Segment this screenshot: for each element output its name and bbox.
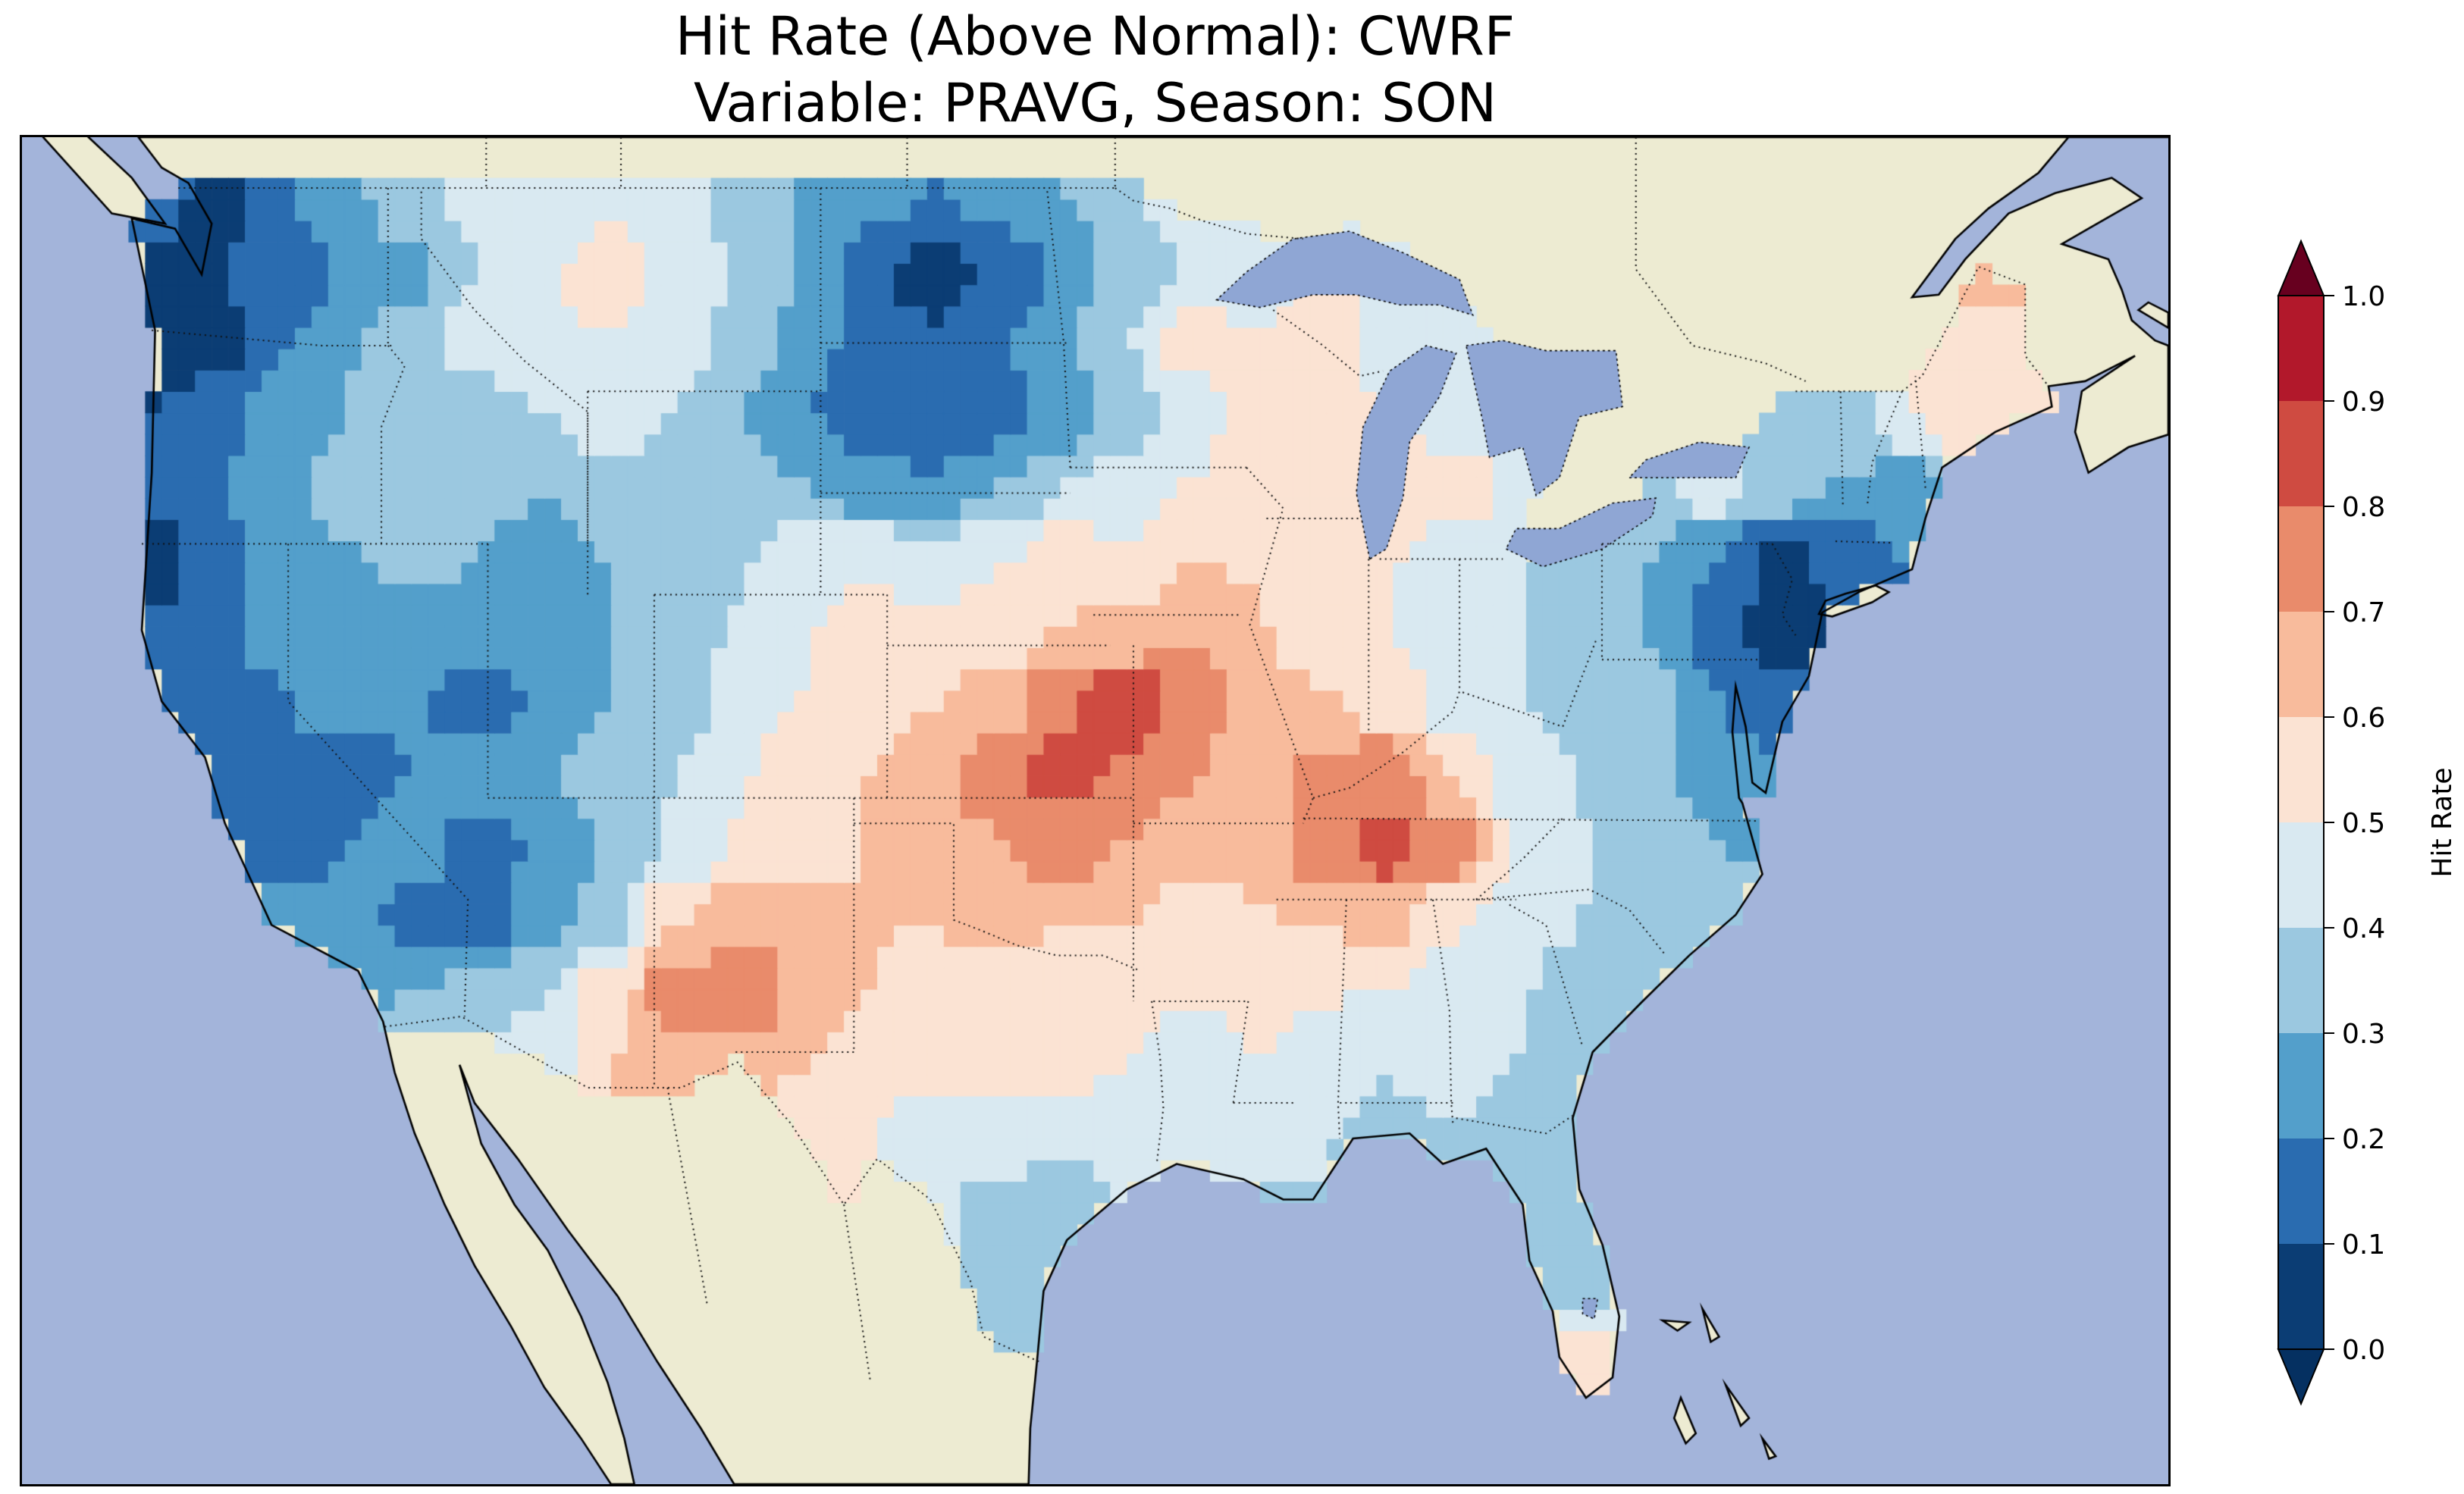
colorbar-tick-label: 0.3 <box>2342 1019 2385 1050</box>
colorbar-segment <box>2278 1139 2324 1245</box>
colorbar-segment <box>2278 717 2324 823</box>
colorbar-segment <box>2278 1033 2324 1139</box>
colorbar-tick-label: 0.8 <box>2342 492 2385 523</box>
figure-title: Hit Rate (Above Normal): CWRF Variable: … <box>20 3 2171 136</box>
colorbar-segment <box>2278 822 2324 929</box>
colorbar-tick-label: 1.0 <box>2342 281 2385 312</box>
colorbar-segment <box>2278 612 2324 718</box>
colorbar-segment <box>2278 296 2324 402</box>
colorbar-segment <box>2278 401 2324 507</box>
colorbar-extend-min <box>2277 1348 2325 1406</box>
title-line-1: Hit Rate (Above Normal): CWRF <box>675 5 1516 67</box>
colorbar-tick-label: 0.4 <box>2342 913 2385 944</box>
us-hit-rate-heatmap <box>22 137 2168 1484</box>
colorbar: 1.0 0.9 0.8 0.7 0.6 0.5 0.4 0.3 0.2 0.1 0.0 Hit Rat… <box>2277 239 2458 1406</box>
map-axes <box>20 135 2171 1486</box>
colorbar-segment <box>2278 1244 2324 1350</box>
colorbar-tick-label: 0.5 <box>2342 808 2385 839</box>
colorbar-segment <box>2278 928 2324 1034</box>
colorbar-tick-label: 0.0 <box>2342 1335 2385 1366</box>
colorbar-axis-label: Hit Rate <box>2427 767 2458 877</box>
colorbar-tick-label: 0.6 <box>2342 703 2385 734</box>
colorbar-tick-label: 0.7 <box>2342 597 2385 628</box>
colorbar-extend-max <box>2277 239 2325 296</box>
colorbar-tick-label: 0.1 <box>2342 1229 2385 1261</box>
colorbar-tick-label: 0.9 <box>2342 387 2385 418</box>
title-line-2: Variable: PRAVG, Season: SON <box>693 72 1497 134</box>
colorbar-segment <box>2278 506 2324 612</box>
colorbar-tick-label: 0.2 <box>2342 1124 2385 1155</box>
